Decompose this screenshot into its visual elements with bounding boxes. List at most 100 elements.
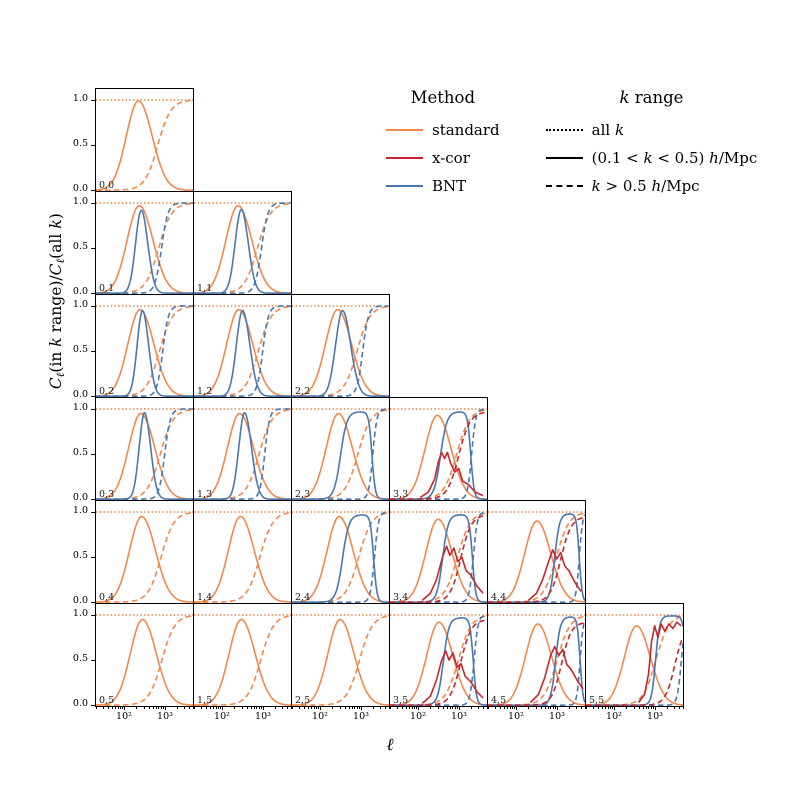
- x-minor-tick-mark: [514, 706, 515, 709]
- curve-BNT-mid-k: [390, 411, 487, 500]
- x-minor-tick-mark: [414, 706, 415, 709]
- x-minor-tick-mark: [275, 706, 276, 709]
- x-minor-tick-mark: [598, 706, 599, 709]
- curve-standard-mid-k: [390, 621, 487, 706]
- legend-item-mid-k: (0.1 < k < 0.5) h/Mpc: [545, 144, 758, 172]
- x-minor-tick-mark: [605, 706, 606, 709]
- curve-x-cor-high-k: [586, 636, 683, 706]
- panel-plot: [96, 305, 193, 397]
- panel-0-1: 0,1: [95, 191, 194, 295]
- x-minor-tick-mark: [500, 706, 501, 709]
- x-minor-tick-mark: [206, 706, 207, 709]
- x-minor-tick-mark: [457, 706, 458, 709]
- x-minor-tick-mark: [545, 706, 546, 709]
- y-tick-label: 0.5: [72, 550, 88, 561]
- x-minor-tick-mark: [507, 706, 508, 709]
- x-minor-tick-mark: [251, 706, 252, 709]
- x-minor-tick-mark: [247, 706, 248, 709]
- x-minor-tick-mark: [308, 706, 309, 709]
- legend-label-standard: standard: [432, 121, 500, 139]
- curve-BNT-high-k: [390, 408, 487, 500]
- panel-label: 5,5: [589, 694, 605, 706]
- curve-standard-high-k: [586, 615, 683, 706]
- x-minor-tick-mark: [555, 706, 556, 709]
- panel-label: 1,5: [197, 694, 213, 706]
- curve-standard-high-k: [292, 408, 389, 500]
- x-minor-tick-mark: [471, 706, 472, 709]
- x-minor-tick-mark: [646, 706, 647, 709]
- x-minor-tick-mark: [452, 706, 453, 709]
- x-minor-tick-mark: [193, 706, 194, 709]
- x-minor-tick-mark: [674, 706, 675, 709]
- x-minor-tick-mark: [450, 706, 451, 709]
- legend-krange-title: k range: [619, 88, 684, 107]
- curve-standard-high-k: [390, 512, 487, 603]
- x-minor-tick-mark: [390, 706, 391, 709]
- curve-BNT-mid-k: [292, 514, 389, 603]
- y-tick-label: 1.0: [72, 402, 88, 413]
- x-minor-tick-mark: [359, 706, 360, 709]
- curve-standard-high-k: [194, 511, 291, 603]
- curve-standard-mid-k: [194, 204, 291, 294]
- x-minor-tick-mark: [234, 706, 235, 709]
- panel-plot: [488, 614, 585, 706]
- panel-plot: [390, 511, 487, 603]
- panel-5-5: 5,5: [585, 603, 684, 707]
- panel-label: 1,2: [197, 385, 213, 397]
- x-minor-tick-mark: [541, 706, 542, 709]
- curve-BNT-mid-k: [488, 616, 585, 706]
- x-minor-tick-mark: [643, 706, 644, 709]
- x-minor-tick-mark: [639, 706, 640, 709]
- curve-BNT-mid-k: [194, 309, 291, 397]
- x-minor-tick-mark: [349, 706, 350, 709]
- panel-plot: [194, 202, 291, 294]
- x-tick-mark: [165, 706, 166, 710]
- x-minor-tick-mark: [184, 706, 185, 709]
- x-tick-label: 10²: [410, 711, 426, 722]
- x-tick-label: 10²: [508, 711, 524, 722]
- panel-label: 3,5: [393, 694, 409, 706]
- x-minor-tick-mark: [528, 706, 529, 709]
- panel-plot: [292, 511, 389, 603]
- x-minor-tick-mark: [163, 706, 164, 709]
- x-minor-tick-mark: [569, 706, 570, 709]
- y-tick-mark: [91, 396, 95, 397]
- panel-plot: [96, 614, 193, 706]
- y-tick-mark: [91, 351, 95, 352]
- panel-1-2: 1,2: [193, 294, 292, 398]
- curve-BNT-high-k: [488, 514, 585, 603]
- x-minor-tick-mark: [108, 706, 109, 709]
- x-minor-tick-mark: [136, 706, 137, 709]
- curve-BNT-mid-k: [488, 513, 585, 603]
- x-minor-tick-mark: [292, 706, 293, 709]
- legend-item-high-k: k > 0.5 h/Mpc: [545, 172, 758, 200]
- x-minor-tick-mark: [103, 706, 104, 709]
- panel-3-4: 3,4: [389, 500, 488, 604]
- x-minor-tick-mark: [161, 706, 162, 709]
- x-minor-tick-mark: [653, 706, 654, 709]
- legend-swatch-mid-k: [545, 157, 583, 159]
- x-minor-tick-mark: [495, 706, 496, 709]
- curve-standard-high-k: [292, 615, 389, 706]
- curve-standard-high-k: [292, 512, 389, 603]
- curve-x-cor-high-k: [488, 622, 585, 706]
- curve-x-cor-mid-k: [421, 650, 484, 704]
- panel-label: 3,4: [393, 591, 409, 603]
- legend-method-items: standard x-cor BNT: [386, 116, 500, 200]
- legend-label-high-k: k > 0.5 h/Mpc: [591, 177, 700, 195]
- curve-BNT-high-k: [194, 408, 291, 500]
- x-minor-tick-mark: [581, 706, 582, 709]
- panel-label: 2,4: [295, 591, 311, 603]
- legend-label-bnt: BNT: [432, 177, 467, 195]
- legend-krange-column: k range all k (0.1 < k < 0.5) h/Mpc k > 0.…: [545, 88, 758, 200]
- x-minor-tick-mark: [332, 706, 333, 709]
- x-tick-label: 10²: [606, 711, 622, 722]
- x-minor-tick-mark: [412, 706, 413, 709]
- curve-BNT-high-k: [292, 511, 389, 603]
- panel-plot: [96, 202, 193, 294]
- legend-label-mid-k: (0.1 < k < 0.5) h/Mpc: [591, 149, 758, 167]
- curve-standard-high-k: [194, 408, 291, 500]
- curve-x-cor-high-k: [390, 514, 487, 603]
- curve-BNT-high-k: [488, 619, 585, 706]
